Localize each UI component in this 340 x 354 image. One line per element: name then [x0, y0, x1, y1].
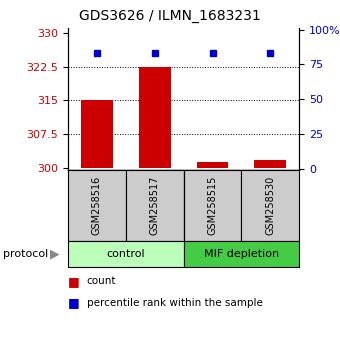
FancyBboxPatch shape: [184, 241, 299, 267]
Text: control: control: [106, 249, 145, 259]
Text: GDS3626 / ILMN_1683231: GDS3626 / ILMN_1683231: [79, 9, 261, 23]
Text: protocol: protocol: [3, 249, 49, 259]
Bar: [81, 100, 113, 168]
Text: MIF depletion: MIF depletion: [204, 249, 279, 259]
Text: ▶: ▶: [50, 247, 59, 261]
FancyBboxPatch shape: [184, 170, 241, 241]
FancyBboxPatch shape: [68, 170, 126, 241]
FancyBboxPatch shape: [126, 170, 184, 241]
Text: GSM258516: GSM258516: [92, 176, 102, 235]
Bar: [139, 67, 171, 168]
Text: GSM258515: GSM258515: [207, 176, 218, 235]
Text: GSM258530: GSM258530: [265, 176, 275, 235]
Text: ■: ■: [68, 275, 80, 288]
FancyBboxPatch shape: [241, 170, 299, 241]
Bar: [197, 162, 228, 168]
Text: count: count: [87, 276, 116, 286]
Text: GSM258517: GSM258517: [150, 176, 160, 235]
Text: percentile rank within the sample: percentile rank within the sample: [87, 298, 262, 308]
Bar: [254, 160, 286, 168]
FancyBboxPatch shape: [68, 241, 184, 267]
Text: ■: ■: [68, 296, 80, 309]
